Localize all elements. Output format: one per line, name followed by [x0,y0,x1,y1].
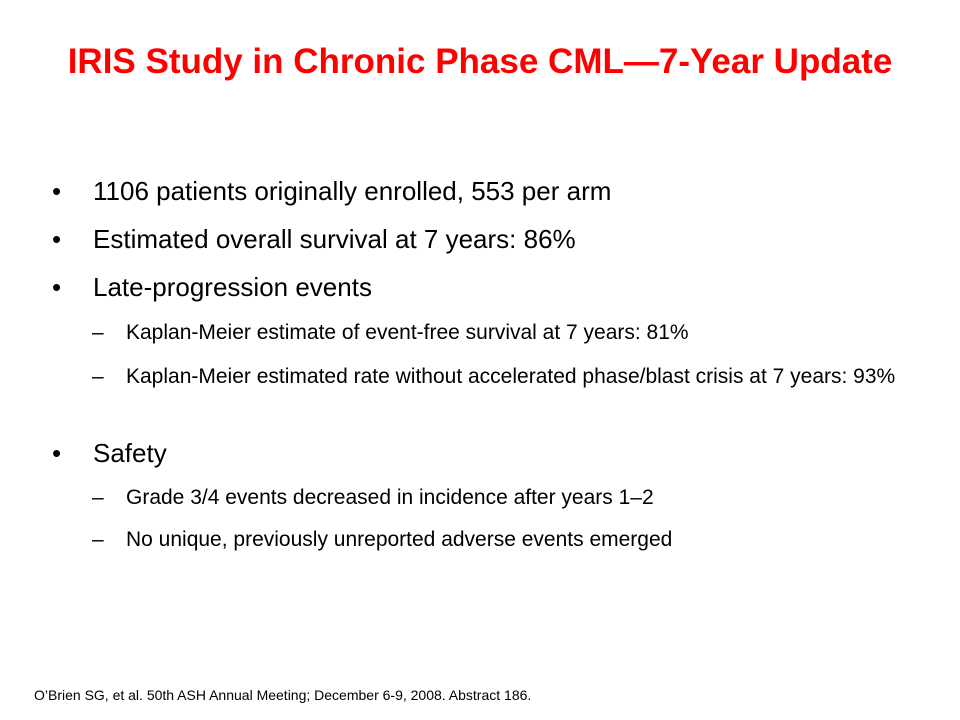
sub-bullet-text: No unique, previously unreported adverse… [126,528,673,551]
footnote-citation: O’Brien SG, et al. 50th ASH Annual Meeti… [34,687,532,703]
bullet-text: Safety [93,438,167,468]
bullet-marker: • [52,272,62,302]
sub-bullet-text: Kaplan-Meier estimated rate without acce… [126,365,896,388]
sub-bullet-marker: – [92,528,104,551]
sub-bullet-text: Grade 3/4 events decreased in incidence … [126,486,654,509]
bullet-marker: • [52,224,62,254]
bullet-marker: • [52,176,62,206]
bullet-marker: • [52,438,62,468]
slide-title: IRIS Study in Chronic Phase CML—7-Year U… [67,42,893,81]
sub-bullet-marker: – [92,321,104,344]
bullet-text: 1106 patients originally enrolled, 553 p… [93,176,612,206]
sub-bullet-text: Kaplan-Meier estimate of event-free surv… [126,321,689,344]
sub-bullet-marker: – [92,486,104,509]
sub-bullet-marker: – [92,365,104,388]
bullet-text: Late-progression events [93,272,372,302]
bullet-text: Estimated overall survival at 7 years: 8… [93,224,576,254]
